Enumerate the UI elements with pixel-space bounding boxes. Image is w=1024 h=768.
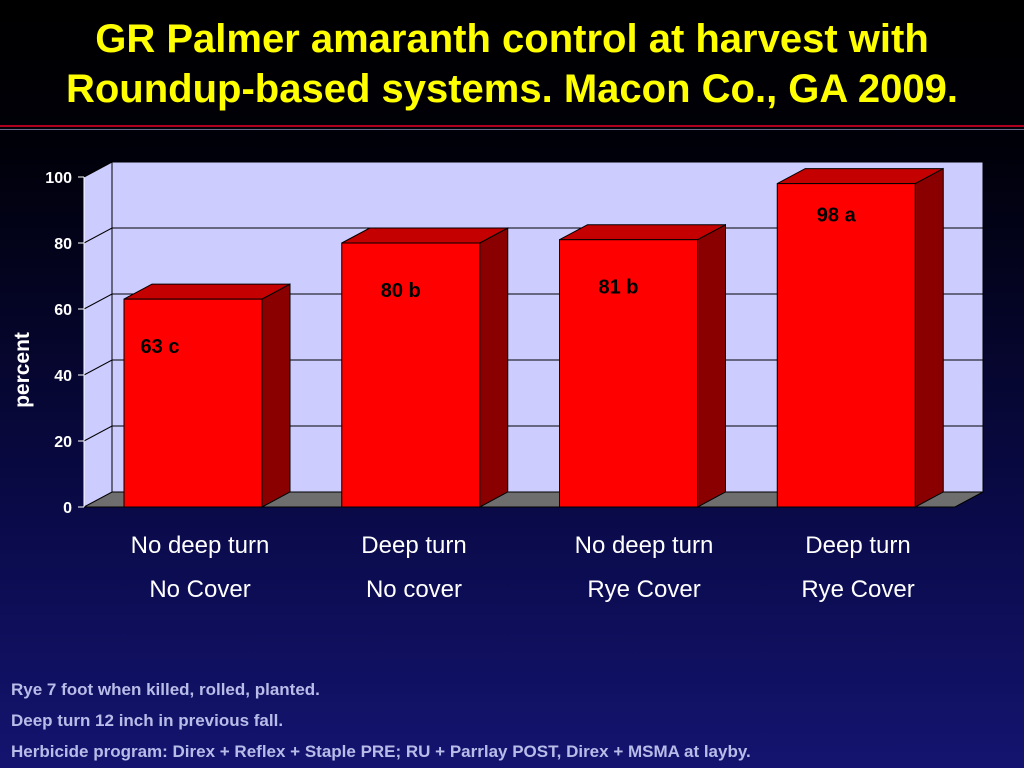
data-label: 80 b: [381, 280, 421, 302]
slide-title: GR Palmer amaranth control at harvest wi…: [0, 14, 1024, 114]
y-tick-label: 80: [54, 236, 72, 253]
data-label: 98 a: [817, 205, 857, 227]
title-divider-red: [0, 125, 1024, 127]
y-tick-label: 40: [54, 368, 72, 385]
y-tick-label: 20: [54, 434, 72, 451]
category-label-line-2: No Cover: [149, 576, 251, 603]
bar: [776, 183, 916, 508]
category-label: No deep turn No Cover: [90, 524, 310, 612]
data-label: 81 b: [598, 277, 638, 299]
y-tick-label: 0: [63, 500, 72, 517]
category-label: No deep turn Rye Cover: [534, 524, 754, 612]
y-tick-label: 60: [54, 302, 72, 319]
bar-side: [479, 227, 509, 508]
bar-top: [123, 283, 291, 300]
data-labels: 63 c 80 b 81 b 98 a: [141, 205, 857, 359]
data-label: 63 c: [141, 336, 180, 358]
bar-top: [559, 224, 726, 241]
bar-side: [697, 223, 726, 508]
bar-side: [261, 283, 291, 508]
bar: [341, 242, 481, 508]
category-label-line-1: No deep turn: [130, 532, 270, 559]
category-label-line-1: Deep turn: [361, 532, 467, 559]
y-axis: 0 20 40 60 80 100: [45, 170, 85, 517]
category-label-line-2: No cover: [365, 576, 463, 603]
category-label-line-1: No deep turn: [574, 532, 714, 559]
category-label-line-2: Rye Cover: [801, 576, 915, 603]
title-line-2: Roundup-based systems. Macon Co., GA 200…: [65, 67, 959, 111]
title-divider-grey: [0, 129, 1024, 130]
footnotes: Rye 7 foot when killed, rolled, planted.…: [11, 674, 751, 767]
category-label: Deep turn No cover: [304, 524, 524, 612]
bar-side: [914, 167, 944, 508]
title-line-1: GR Palmer amaranth control at harvest wi…: [95, 17, 929, 61]
bar-top: [341, 227, 508, 244]
y-axis-label: percent: [11, 332, 34, 408]
bars: [123, 167, 944, 508]
footnote: Herbicide program: Direx + Reflex + Stap…: [11, 742, 751, 761]
y-tick-label: 100: [45, 170, 72, 187]
bar-top: [777, 168, 944, 185]
bar-chart: 0 20 40 60 80 100 63 c 80 b 81 b 98 a: [45, 161, 984, 517]
category-label-line-2: Rye Cover: [587, 576, 701, 603]
bar: [559, 239, 698, 508]
category-label: Deep turn Rye Cover: [748, 524, 968, 612]
bar: [123, 298, 263, 508]
side-wall: [84, 162, 112, 507]
footnote: Rye 7 foot when killed, rolled, planted.: [11, 680, 320, 699]
gridline: [83, 161, 983, 178]
footnote: Deep turn 12 inch in previous fall.: [11, 711, 284, 730]
category-label-line-1: Deep turn: [805, 532, 911, 559]
